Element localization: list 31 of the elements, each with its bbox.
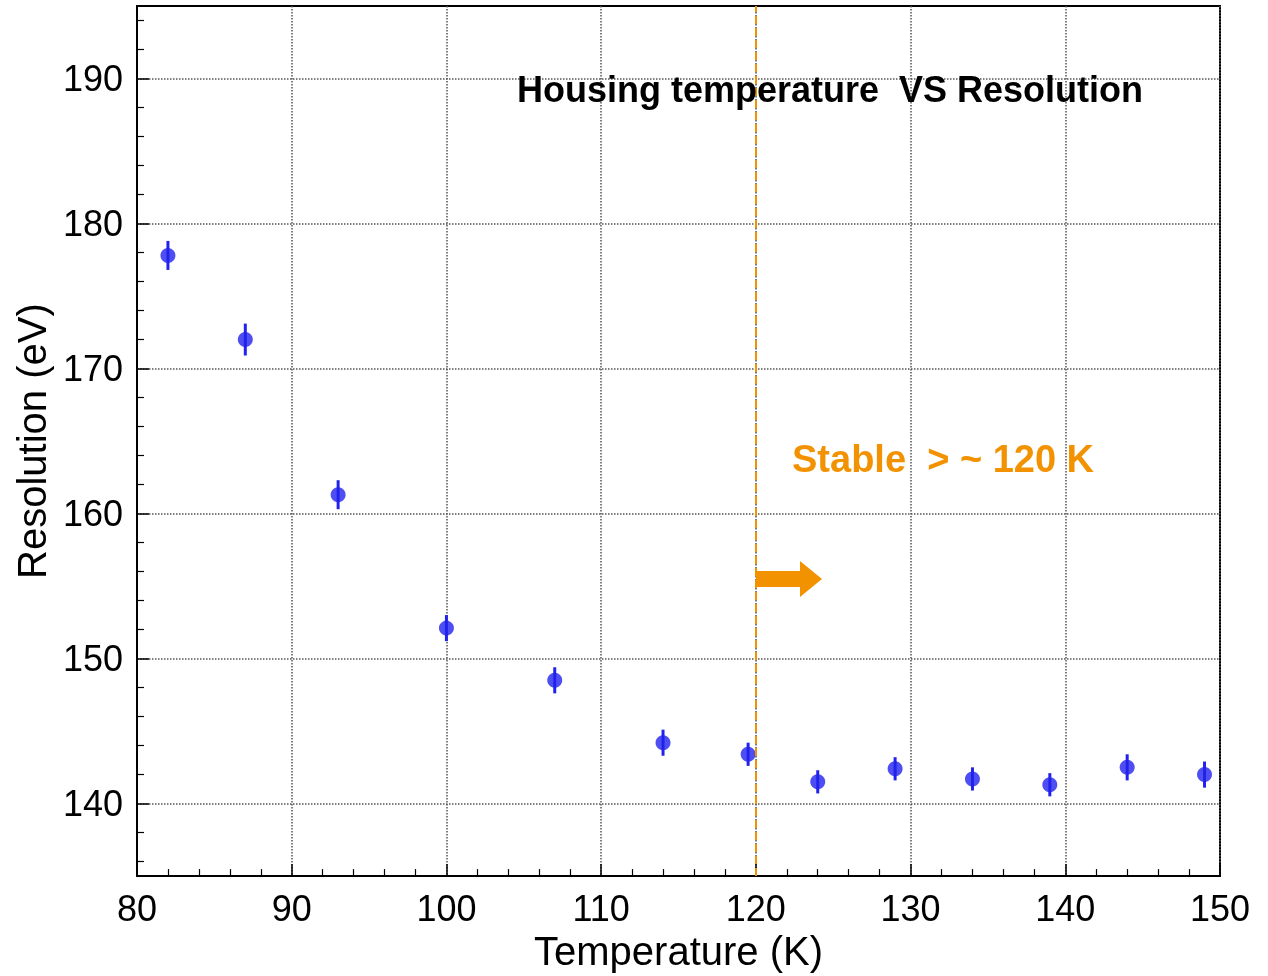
point [655, 735, 671, 751]
point [160, 247, 176, 263]
x-tick-label: 80 [116, 887, 158, 929]
y-tick-label: 180 [62, 203, 123, 245]
y-tick-label: 140 [62, 783, 123, 825]
point [810, 774, 826, 790]
y-tick-label: 170 [62, 348, 123, 390]
x-tick-label: 100 [416, 887, 477, 929]
point [964, 771, 980, 787]
x-tick-label: 130 [880, 887, 941, 929]
y-tick-label: 150 [62, 638, 123, 680]
annotation: Stable > ~ 120 K [792, 438, 1095, 480]
point [740, 746, 756, 762]
y-tick-label: 190 [62, 58, 123, 100]
point [547, 672, 563, 688]
y-tick-label: 160 [62, 493, 123, 535]
point [1119, 759, 1135, 775]
point [237, 332, 253, 348]
x-tick-label: 110 [572, 887, 630, 929]
x-axis-title: Temperature (K) [534, 929, 823, 973]
x-tick-label: 140 [1035, 887, 1096, 929]
y-axis-title: Resolution (eV) [10, 303, 55, 579]
x-tick-label: 90 [271, 887, 312, 929]
point [438, 620, 454, 636]
point [330, 487, 346, 503]
point [1042, 777, 1058, 793]
text: Housing temperature VS Resolution [516, 68, 1144, 110]
x-tick-label: 120 [725, 887, 786, 929]
point [887, 761, 903, 777]
point [1197, 767, 1213, 783]
x-tick-label: 150 [1189, 887, 1251, 929]
